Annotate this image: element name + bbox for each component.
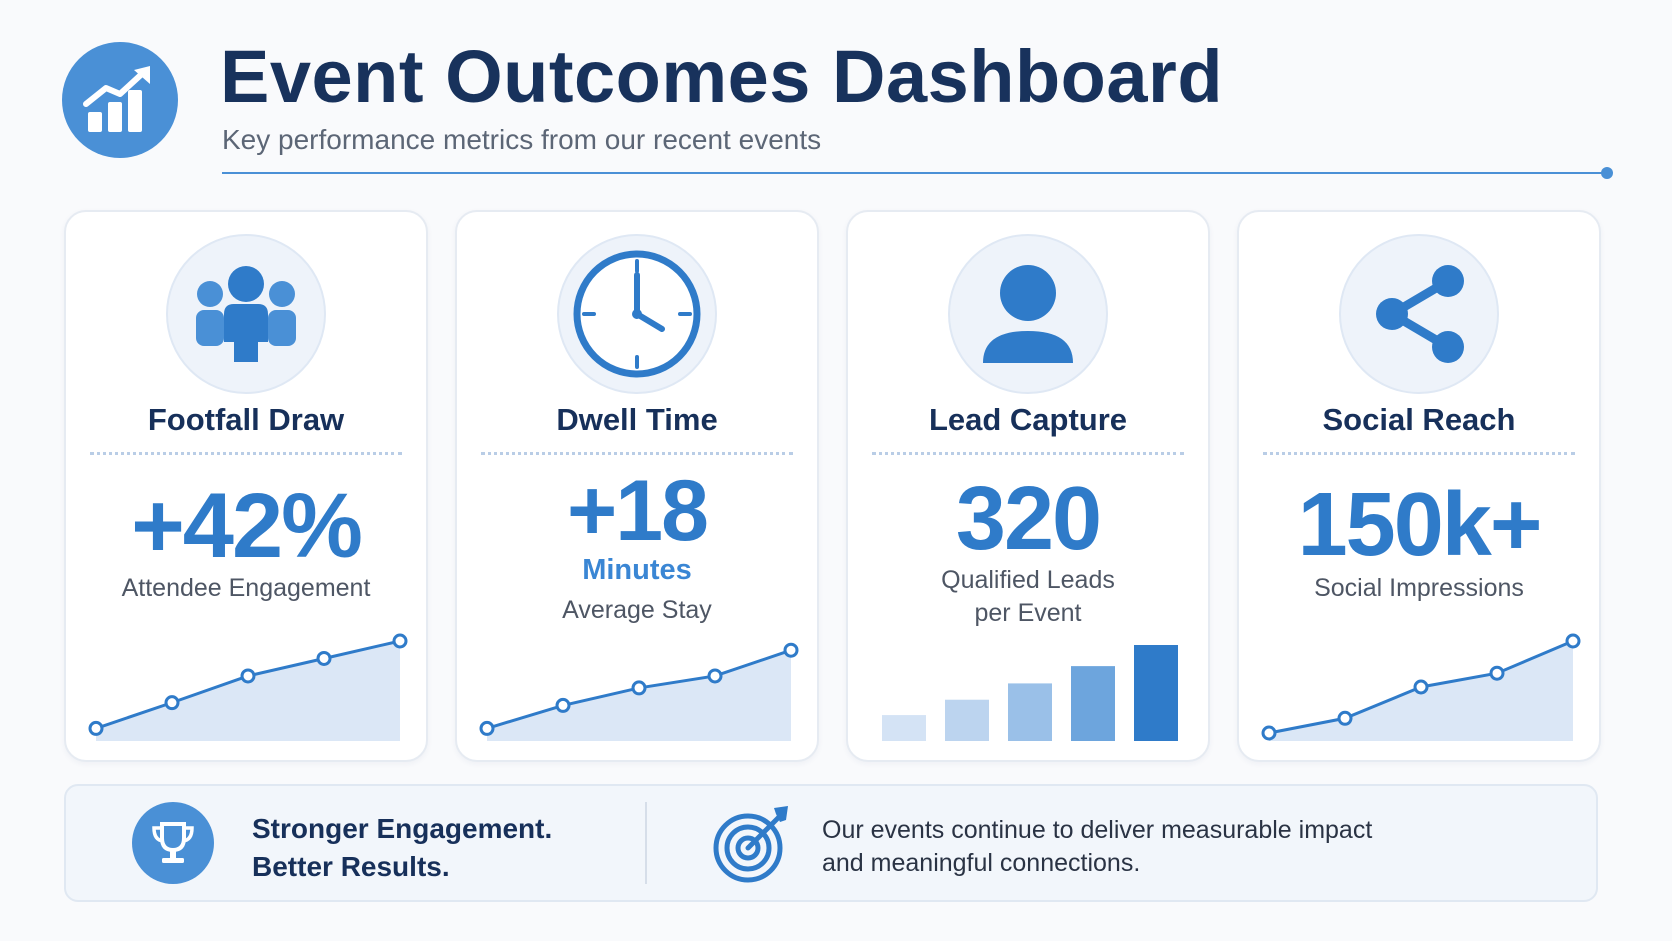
trend-bar [945, 699, 989, 741]
metric-description: Social Impressions [1314, 574, 1524, 602]
metric-value: +42% [131, 475, 363, 577]
metric-unit: Minutes [582, 554, 692, 586]
header-divider-dot [1601, 167, 1613, 179]
trend-area [96, 641, 400, 741]
trend-area [487, 650, 791, 741]
page-title: Event Outcomes Dashboard [220, 35, 1224, 118]
target-arrow-icon [713, 806, 788, 883]
page-subtitle: Key performance metrics from our recent … [222, 124, 822, 155]
summary-banner: Stronger Engagement. Better Results. Our… [64, 784, 1598, 902]
metric-card-footfall-draw: Footfall Draw +42% Attendee Engagement [64, 210, 428, 762]
metric-value: 320 [955, 469, 1102, 569]
trend-point [88, 720, 104, 736]
trend-point [783, 642, 799, 658]
metric-card-social-reach: Social Reach 150k+ Social Impressions [1237, 210, 1601, 762]
people-group-icon [196, 266, 296, 362]
trend-sparkline [479, 642, 799, 741]
share-icon [1376, 265, 1464, 363]
card-title: Dwell Time [556, 402, 718, 437]
metric-description: Qualified Leads [941, 566, 1115, 594]
trend-point [240, 668, 256, 684]
metric-card-lead-capture: Lead Capture 320 Qualified Leads per Eve… [846, 210, 1210, 762]
banner-divider [645, 802, 647, 884]
icon-badge [557, 234, 717, 394]
trend-point [392, 633, 408, 649]
metric-value: +18 [567, 463, 709, 559]
metric-description: per Event [974, 599, 1082, 627]
banner-headline-line: Better Results. [252, 851, 450, 882]
icon-badge [1339, 234, 1499, 394]
trend-point [479, 720, 495, 736]
trend-point [1489, 665, 1505, 681]
metric-description: Average Stay [562, 596, 712, 624]
metric-card-dwell-time: Dwell Time +18 Minutes Average Stay [455, 210, 819, 762]
banner-text-line: Our events continue to deliver measurabl… [822, 816, 1373, 844]
dotted-divider [1263, 452, 1575, 455]
banner-headline: Stronger Engagement. Better Results. [252, 810, 552, 886]
trend-point [1337, 710, 1353, 726]
banner-headline-line: Stronger Engagement. [252, 813, 553, 844]
trend-point [164, 695, 180, 711]
trend-bar [882, 715, 926, 741]
trend-point [707, 668, 723, 684]
card-title: Social Reach [1322, 402, 1516, 437]
trend-point [1565, 633, 1581, 649]
trend-bar [1071, 666, 1115, 741]
card-title: Footfall Draw [147, 402, 345, 437]
trend-bar [1008, 683, 1052, 741]
icon-badge [166, 234, 326, 394]
header-logo [62, 42, 178, 158]
trophy-badge [132, 802, 214, 884]
trend-point [555, 697, 571, 713]
trend-point [1261, 725, 1277, 741]
dotted-divider [90, 452, 402, 455]
trend-bars [882, 645, 1178, 741]
icon-badge [948, 234, 1108, 394]
metric-description: Attendee Engagement [121, 574, 371, 602]
trend-point [316, 650, 332, 666]
clock-icon [573, 250, 701, 378]
banner-text-line: and meaningful connections. [822, 849, 1141, 877]
trend-sparkline [88, 633, 408, 741]
user-icon [983, 265, 1073, 363]
chart-growth-icon [83, 66, 150, 132]
trend-sparkline [1261, 633, 1581, 741]
dotted-divider [872, 452, 1184, 455]
trend-point [1413, 679, 1429, 695]
trophy-icon [152, 822, 194, 863]
dotted-divider [481, 452, 793, 455]
trend-bar [1134, 645, 1178, 741]
card-title: Lead Capture [928, 402, 1128, 437]
metric-value: 150k+ [1297, 475, 1543, 575]
trend-point [631, 680, 647, 696]
banner-text: Our events continue to deliver measurabl… [822, 814, 1372, 880]
header-divider [222, 172, 1608, 174]
